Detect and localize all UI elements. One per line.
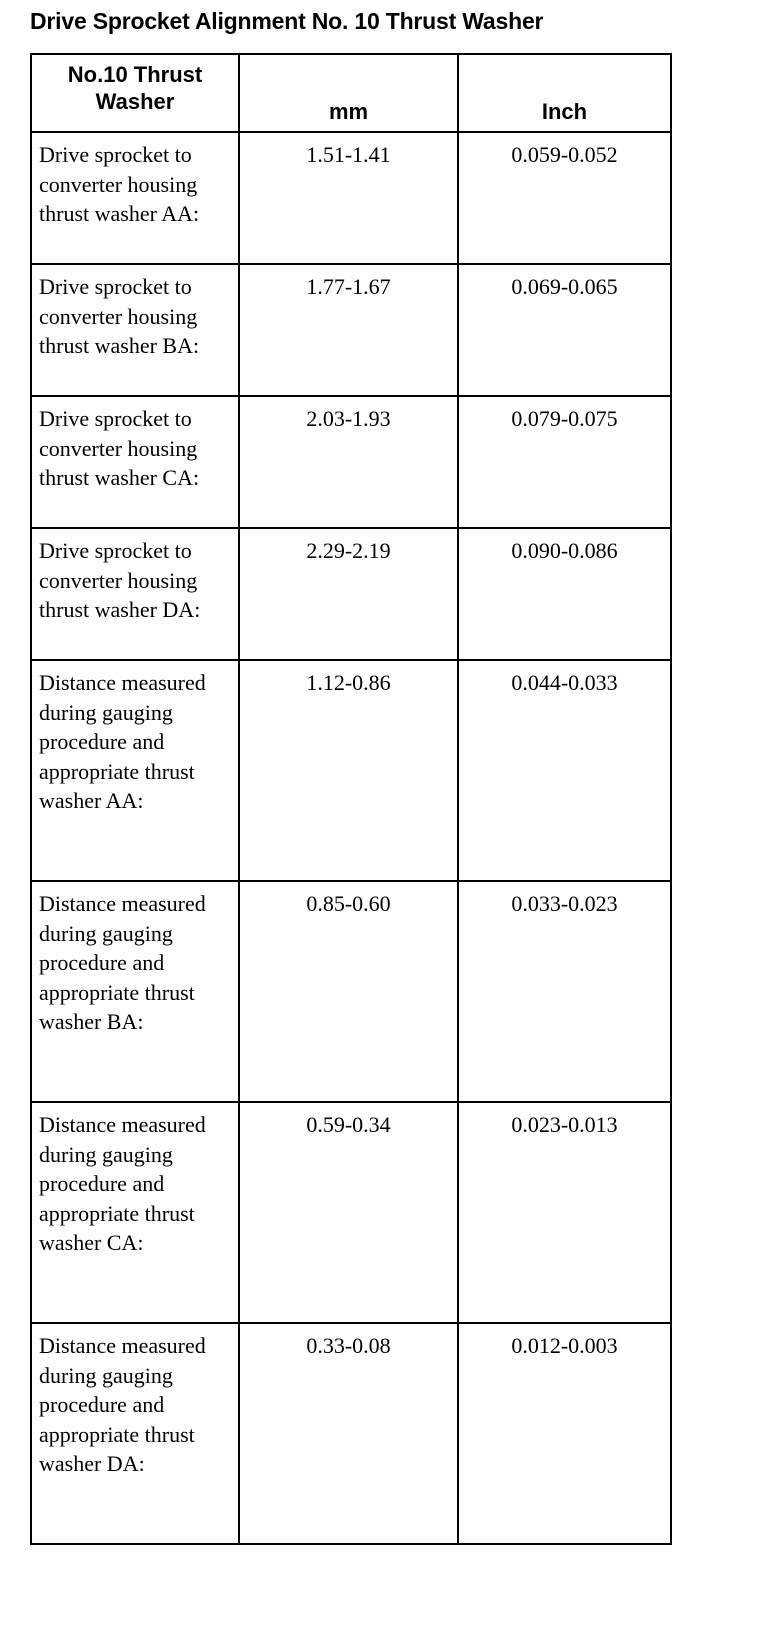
row-label: Distance measured during gauging procedu… bbox=[30, 1101, 240, 1324]
header-inch: Inch bbox=[457, 53, 672, 133]
inch-value: 0.069-0.065 bbox=[457, 263, 672, 397]
mm-value: 0.33-0.08 bbox=[238, 1322, 459, 1545]
inch-value: 0.012-0.003 bbox=[457, 1322, 672, 1545]
table-row: Distance measured during gauging procedu… bbox=[30, 659, 672, 882]
mm-value: 2.29-2.19 bbox=[238, 527, 459, 661]
table-row: Distance measured during gauging procedu… bbox=[30, 880, 672, 1103]
row-label: Distance measured during gauging procedu… bbox=[30, 1322, 240, 1545]
row-label: Drive sprocket to converter housing thru… bbox=[30, 131, 240, 265]
mm-value: 0.59-0.34 bbox=[238, 1101, 459, 1324]
table-row: Drive sprocket to converter housing thru… bbox=[30, 263, 672, 397]
row-label: Distance measured during gauging procedu… bbox=[30, 659, 240, 882]
inch-value: 0.023-0.013 bbox=[457, 1101, 672, 1324]
row-label: Distance measured during gauging procedu… bbox=[30, 880, 240, 1103]
mm-value: 2.03-1.93 bbox=[238, 395, 459, 529]
table-row: Drive sprocket to converter housing thru… bbox=[30, 395, 672, 529]
row-label: Drive sprocket to converter housing thru… bbox=[30, 263, 240, 397]
header-washer: No.10 Thrust Washer bbox=[30, 53, 240, 133]
inch-value: 0.059-0.052 bbox=[457, 131, 672, 265]
thrust-washer-table: No.10 Thrust Washer mm Inch Drive sprock… bbox=[30, 53, 672, 1545]
table-row: Drive sprocket to converter housing thru… bbox=[30, 527, 672, 661]
row-label: Drive sprocket to converter housing thru… bbox=[30, 527, 240, 661]
mm-value: 1.77-1.67 bbox=[238, 263, 459, 397]
mm-value: 1.51-1.41 bbox=[238, 131, 459, 265]
mm-value: 0.85-0.60 bbox=[238, 880, 459, 1103]
table-row: Distance measured during gauging procedu… bbox=[30, 1322, 672, 1545]
inch-value: 0.033-0.023 bbox=[457, 880, 672, 1103]
table-row: Drive sprocket to converter housing thru… bbox=[30, 131, 672, 265]
inch-value: 0.079-0.075 bbox=[457, 395, 672, 529]
page-title: Drive Sprocket Alignment No. 10 Thrust W… bbox=[30, 8, 544, 34]
header-mm: mm bbox=[238, 53, 459, 133]
header-row: No.10 Thrust Washer mm Inch bbox=[30, 53, 672, 133]
mm-value: 1.12-0.86 bbox=[238, 659, 459, 882]
row-label: Drive sprocket to converter housing thru… bbox=[30, 395, 240, 529]
inch-value: 0.044-0.033 bbox=[457, 659, 672, 882]
inch-value: 0.090-0.086 bbox=[457, 527, 672, 661]
table-row: Distance measured during gauging procedu… bbox=[30, 1101, 672, 1324]
